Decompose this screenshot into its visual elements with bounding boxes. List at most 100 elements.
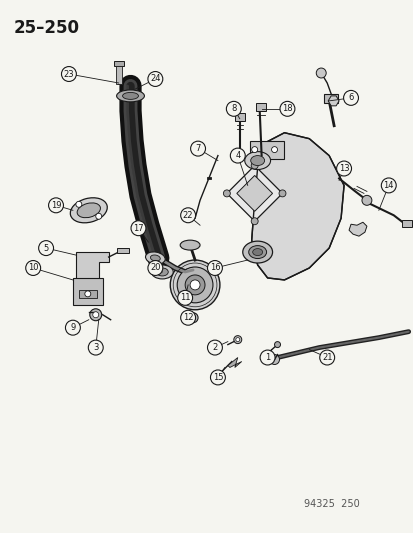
Text: 9: 9 xyxy=(70,323,75,332)
Circle shape xyxy=(271,147,277,152)
Circle shape xyxy=(235,337,239,342)
Circle shape xyxy=(207,261,222,276)
Bar xyxy=(115,66,121,84)
Text: 18: 18 xyxy=(282,104,292,114)
Text: 24: 24 xyxy=(150,75,160,84)
Bar xyxy=(401,220,411,227)
Text: 23: 23 xyxy=(64,69,74,78)
Circle shape xyxy=(65,320,80,335)
Text: 20: 20 xyxy=(150,263,160,272)
Polygon shape xyxy=(251,133,343,280)
Circle shape xyxy=(361,196,371,205)
Text: 2: 2 xyxy=(212,343,217,352)
Text: 5: 5 xyxy=(43,244,49,253)
Polygon shape xyxy=(328,96,338,106)
Circle shape xyxy=(177,267,212,303)
Ellipse shape xyxy=(145,252,165,264)
Circle shape xyxy=(251,162,258,169)
Circle shape xyxy=(76,201,82,207)
Circle shape xyxy=(319,350,334,365)
Ellipse shape xyxy=(180,240,199,250)
Text: 1: 1 xyxy=(264,353,270,362)
Circle shape xyxy=(147,71,162,86)
Circle shape xyxy=(207,340,222,355)
Text: 22: 22 xyxy=(183,211,193,220)
Polygon shape xyxy=(76,252,108,285)
Circle shape xyxy=(278,190,285,197)
Circle shape xyxy=(48,198,63,213)
Polygon shape xyxy=(226,166,282,221)
Circle shape xyxy=(251,218,258,225)
Text: 17: 17 xyxy=(133,224,143,233)
Text: 12: 12 xyxy=(183,313,193,322)
Circle shape xyxy=(316,68,325,78)
Circle shape xyxy=(233,336,241,344)
Circle shape xyxy=(177,290,192,305)
Circle shape xyxy=(269,354,279,365)
Bar xyxy=(113,61,123,66)
Circle shape xyxy=(90,309,102,321)
Text: 15: 15 xyxy=(212,373,223,382)
Text: 6: 6 xyxy=(347,93,353,102)
Circle shape xyxy=(95,213,102,219)
Circle shape xyxy=(62,67,76,82)
Ellipse shape xyxy=(250,156,264,166)
Ellipse shape xyxy=(77,203,100,217)
Ellipse shape xyxy=(116,90,144,102)
Ellipse shape xyxy=(151,265,173,279)
Text: 19: 19 xyxy=(51,201,61,210)
Circle shape xyxy=(230,148,244,163)
Circle shape xyxy=(343,91,358,106)
Ellipse shape xyxy=(122,92,138,99)
Circle shape xyxy=(336,161,351,176)
Circle shape xyxy=(147,261,162,276)
Polygon shape xyxy=(227,358,241,367)
Circle shape xyxy=(88,340,103,355)
Circle shape xyxy=(190,141,205,156)
Text: 8: 8 xyxy=(230,104,236,114)
Circle shape xyxy=(226,101,241,116)
Circle shape xyxy=(38,240,53,255)
Ellipse shape xyxy=(252,248,262,255)
Circle shape xyxy=(190,315,195,320)
Circle shape xyxy=(188,313,197,322)
Ellipse shape xyxy=(70,198,107,223)
Text: 13: 13 xyxy=(338,164,349,173)
Bar xyxy=(234,113,244,121)
Text: 7: 7 xyxy=(195,144,200,153)
Circle shape xyxy=(85,291,90,297)
Circle shape xyxy=(131,221,145,236)
Circle shape xyxy=(259,350,274,365)
Text: 21: 21 xyxy=(321,353,332,362)
Circle shape xyxy=(185,275,204,295)
Bar xyxy=(116,248,128,253)
Ellipse shape xyxy=(248,246,266,259)
Circle shape xyxy=(180,208,195,223)
Text: 14: 14 xyxy=(382,181,393,190)
Text: 3: 3 xyxy=(93,343,98,352)
Bar xyxy=(255,103,265,111)
Text: 16: 16 xyxy=(209,263,220,272)
Circle shape xyxy=(380,178,395,193)
Ellipse shape xyxy=(242,241,272,263)
Circle shape xyxy=(251,147,257,152)
Polygon shape xyxy=(236,175,272,211)
Text: 10: 10 xyxy=(28,263,38,272)
Polygon shape xyxy=(348,222,366,236)
Circle shape xyxy=(190,280,199,290)
Circle shape xyxy=(279,101,294,116)
Circle shape xyxy=(93,312,98,318)
Polygon shape xyxy=(73,278,102,305)
Ellipse shape xyxy=(150,255,160,261)
Bar xyxy=(78,290,97,298)
Text: 11: 11 xyxy=(180,293,190,302)
FancyBboxPatch shape xyxy=(249,141,284,158)
Bar xyxy=(323,94,337,103)
Text: 25–250: 25–250 xyxy=(13,19,79,37)
Ellipse shape xyxy=(244,151,270,169)
Circle shape xyxy=(210,370,225,385)
Circle shape xyxy=(223,190,230,197)
Ellipse shape xyxy=(156,268,168,276)
Circle shape xyxy=(26,261,40,276)
Text: 4: 4 xyxy=(235,151,240,160)
